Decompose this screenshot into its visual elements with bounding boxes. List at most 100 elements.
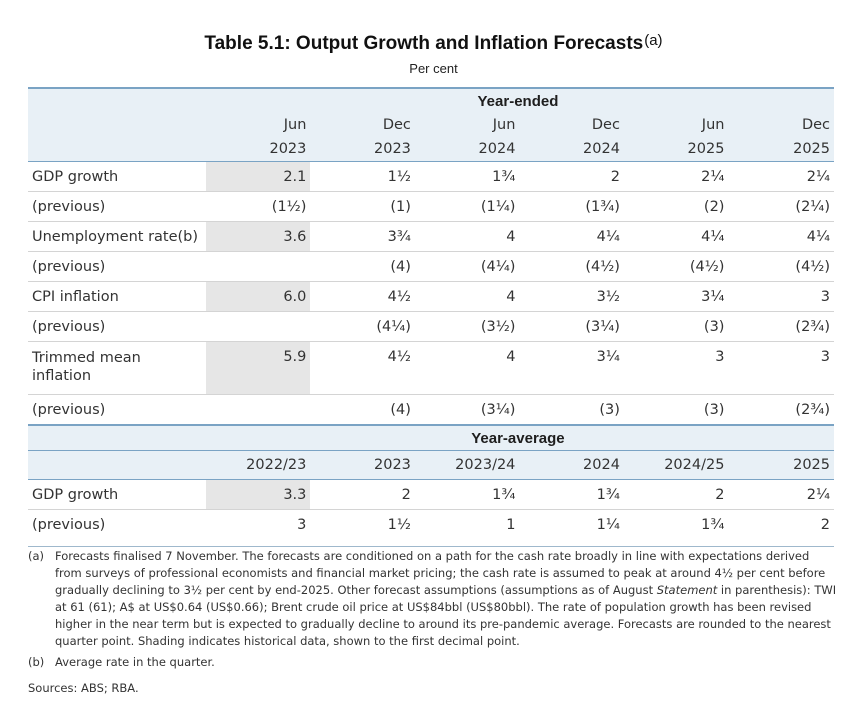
col-month: Dec [728, 113, 834, 137]
table-cell: 3 [623, 341, 729, 395]
table-cell: 1¾ [414, 479, 520, 510]
row-label: Unemployment rate(b) [28, 221, 206, 252]
table-cell: (4) [310, 394, 415, 426]
table-cell: 1 [506, 516, 516, 533]
table-cell: 2 [519, 161, 624, 192]
col-year: 2025 [728, 137, 834, 162]
col-month: Jun [205, 113, 311, 137]
row-label: GDP growth [28, 479, 206, 510]
table-cell: 1¾ [519, 479, 624, 510]
table-cell: 4¼ [623, 221, 729, 252]
table-cell: (3) [623, 311, 729, 342]
header-years-row: 2023 2023 2024 2024 2025 2025 [28, 137, 834, 162]
title-footnote-marker: (a) [644, 32, 663, 49]
row-label: Trimmed mean inflation [28, 341, 206, 395]
table-cell: (1½) [205, 191, 311, 222]
table-cell: (1¾) [519, 191, 624, 222]
table-cell: 1½ [387, 516, 411, 533]
table-row-previous: (previous) 3 1½ 1 1¼ 1¾ 2 [28, 510, 834, 540]
col-period: 2024 [519, 450, 624, 480]
table-cell: 1¾ [414, 161, 520, 192]
table-cell: (3¼) [414, 394, 520, 426]
col-period: 2023/24 [414, 450, 520, 480]
table-cell: 2¼ [623, 161, 729, 192]
col-period: 2023 [310, 450, 415, 480]
header-months-row: Jun Dec Jun Dec Jun Dec [28, 113, 834, 137]
table-cell: (2¾) [728, 394, 834, 426]
table-cell: 4½ [310, 341, 415, 395]
table-cell: (4½) [519, 251, 624, 282]
table-cell: 5.9 [205, 341, 311, 395]
table-row: GDP growth 3.3 2 1¾ 1¾ 2 2¼ [28, 479, 834, 510]
forecast-table: Year-ended Jun Dec Jun Dec Jun Dec 2023 … [28, 87, 834, 539]
table-cell: 2 [820, 516, 830, 533]
col-period: 2025 [728, 450, 834, 480]
table-cell: 4¼ [728, 221, 834, 252]
col-year: 2023 [205, 137, 311, 162]
table-cell: 4¼ [519, 221, 624, 252]
header-year-average-row: 2022/23 2023 2023/24 2024 2024/25 2025 [28, 450, 834, 480]
footnote-divider [28, 546, 834, 547]
table-cell: 1¾ [701, 516, 725, 533]
table-row: Trimmed mean inflation 5.9 4½ 4 3¼ 3 3 [28, 341, 834, 395]
section-header-year-average: Year-average [28, 424, 834, 451]
table-cell: (1¼) [414, 191, 520, 222]
col-year: 2025 [623, 137, 729, 162]
row-label: (previous) [28, 191, 206, 222]
table-cell: (4¼) [414, 251, 520, 282]
table-subtitle: Per cent [409, 61, 458, 76]
table-cell: 2 [310, 479, 415, 510]
table-cell: 2.1 [205, 161, 311, 192]
footnote-a: (a) Forecasts finalised 7 November. The … [28, 549, 837, 648]
table-row: CPI inflation 6.0 4½ 4 3½ 3¼ 3 [28, 281, 834, 312]
table-cell: (2¾) [728, 311, 834, 342]
col-period: 2022/23 [205, 450, 311, 480]
table-cell: (3) [623, 394, 729, 426]
col-year: 2023 [310, 137, 415, 162]
row-label: (previous) [28, 251, 206, 282]
footnote-b: (b) Average rate in the quarter. [28, 655, 215, 669]
section-label: Year-average [205, 424, 834, 451]
col-month: Jun [623, 113, 729, 137]
table-cell: (4) [310, 251, 415, 282]
table-row-previous: (previous) (4) (4¼) (4½) (4½) (4½) [28, 251, 834, 282]
table-cell: 4½ [310, 281, 415, 312]
table-cell: (3¼) [519, 311, 624, 342]
table-row-previous: (previous) (4) (3¼) (3) (3) (2¾) [28, 394, 834, 426]
table-row-previous: (previous) (4¼) (3½) (3¼) (3) (2¾) [28, 311, 834, 342]
table-row: GDP growth 2.1 1½ 1¾ 2 2¼ 2¼ [28, 161, 834, 192]
col-year: 2024 [519, 137, 624, 162]
table-cell: 1½ [310, 161, 415, 192]
table-cell: (4½) [728, 251, 834, 282]
table-cell: (1) [310, 191, 415, 222]
row-label: (previous) [32, 516, 106, 533]
table-cell: 4 [414, 341, 520, 395]
table-cell: (4½) [623, 251, 729, 282]
table-cell: (3) [519, 394, 624, 426]
table-cell [205, 394, 311, 426]
table-cell: 4 [414, 281, 520, 312]
table-row-previous: (previous) (1½) (1) (1¼) (1¾) (2) (2¼) [28, 191, 834, 222]
table-cell: 3.6 [205, 221, 311, 252]
table-cell: 3.3 [205, 479, 311, 510]
row-label: (previous) [28, 394, 206, 426]
row-label: GDP growth [28, 161, 206, 192]
section-label: Year-ended [205, 87, 834, 113]
table-cell: 3¼ [623, 281, 729, 312]
col-month: Jun [414, 113, 520, 137]
table-cell: 3 [297, 516, 307, 533]
table-title: Table 5.1: Output Growth and Inflation F… [204, 32, 663, 54]
table-cell: 6.0 [205, 281, 311, 312]
table-cell: 2¼ [728, 161, 834, 192]
col-period: 2024/25 [623, 450, 729, 480]
table-cell: 2¼ [728, 479, 834, 510]
table-cell [205, 311, 311, 342]
table-cell: (4¼) [310, 311, 415, 342]
section-header-year-ended: Year-ended [28, 87, 834, 113]
table-row: Unemployment rate(b) 3.6 3¾ 4 4¼ 4¼ 4¼ [28, 221, 834, 252]
table-cell: 1¼ [596, 516, 620, 533]
col-month: Dec [519, 113, 624, 137]
col-month: Dec [310, 113, 415, 137]
row-label: (previous) [28, 311, 206, 342]
table-cell: (2) [623, 191, 729, 222]
